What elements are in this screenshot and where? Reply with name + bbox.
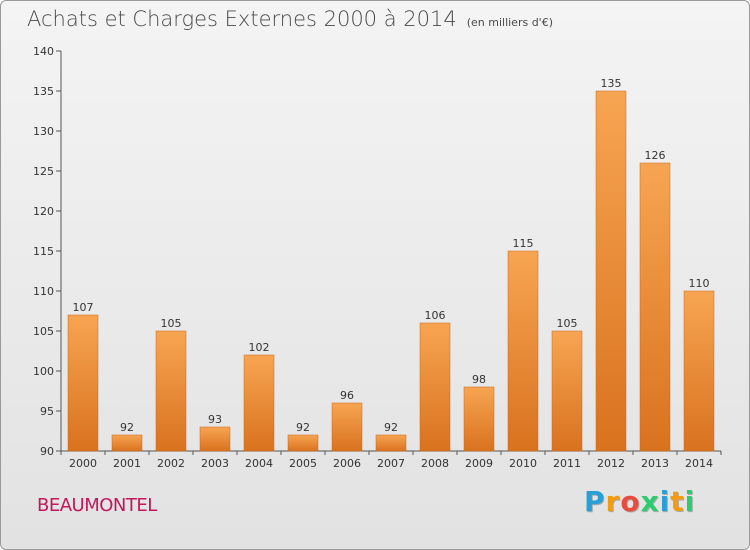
bar-2002	[155, 330, 187, 452]
data-label-2007: 92	[384, 421, 398, 434]
brand-letter: t	[670, 485, 685, 518]
data-label-2006: 96	[340, 389, 354, 402]
brand-letter: i	[684, 485, 696, 518]
y-tick-label: 90	[40, 445, 54, 458]
bar-2012	[595, 90, 627, 452]
bar-2000	[67, 314, 99, 452]
bar-2008	[419, 322, 451, 452]
x-tick-label-2003: 2003	[201, 457, 229, 470]
data-label-2002: 105	[161, 317, 182, 330]
data-label-2000: 107	[73, 301, 94, 314]
y-tick-label: 140	[33, 45, 54, 58]
x-tick-label-2007: 2007	[377, 457, 405, 470]
data-label-2009: 98	[472, 373, 486, 386]
bar-2006	[331, 402, 363, 452]
data-label-2001: 92	[120, 421, 134, 434]
data-labels: 107 92 105 93 102 92 96 92 106 98 115 105 135 126 110	[73, 77, 710, 434]
x-tick-label-2014: 2014	[685, 457, 713, 470]
y-tick-label: 105	[33, 325, 54, 338]
data-label-2005: 92	[296, 421, 310, 434]
x-tick-label-2001: 2001	[113, 457, 141, 470]
y-tick-label: 120	[33, 205, 54, 218]
y-tick-label: 100	[33, 365, 54, 378]
bar-2001	[111, 434, 143, 452]
y-tick-label: 115	[33, 245, 54, 258]
bar-2009	[463, 386, 495, 452]
y-tick-label: 135	[33, 85, 54, 98]
x-tick-label-2008: 2008	[421, 457, 449, 470]
x-tick-label-2004: 2004	[245, 457, 273, 470]
data-label-2014: 110	[689, 277, 710, 290]
proxiti-logo: Proxiti	[584, 485, 695, 518]
bar-2003	[199, 426, 231, 452]
brand-letter: i	[659, 485, 671, 518]
data-label-2013: 126	[645, 149, 666, 162]
x-tick-label-2013: 2013	[641, 457, 669, 470]
chart-subtitle: (en milliers d'€)	[466, 16, 553, 29]
bar-2014	[683, 290, 715, 452]
bar-2007	[375, 434, 407, 452]
axes: 90 95 100 105 110 115 120 125 130 135 140 2000 2001 2…	[33, 45, 722, 470]
y-tick-label: 110	[33, 285, 54, 298]
brand-letter: o	[620, 485, 641, 518]
chart-header: Achats et Charges Externes 2000 à 2014 (e…	[27, 7, 553, 31]
brand-letter: P	[584, 485, 606, 518]
chart-title: Achats et Charges Externes 2000 à 2014	[27, 7, 457, 31]
x-tick-label-2005: 2005	[289, 457, 317, 470]
data-label-2008: 106	[425, 309, 446, 322]
x-tick-label-2002: 2002	[157, 457, 185, 470]
y-tick-label: 95	[40, 405, 54, 418]
data-label-2012: 135	[601, 77, 622, 90]
commune-name: BEAUMONTEL	[37, 495, 157, 516]
data-label-2003: 93	[208, 413, 222, 426]
bars	[67, 90, 715, 452]
x-tick-label-2006: 2006	[333, 457, 361, 470]
x-tick-label-2012: 2012	[597, 457, 625, 470]
x-tick-label-2009: 2009	[465, 457, 493, 470]
x-tick-label-2010: 2010	[509, 457, 537, 470]
brand-letter: r	[605, 485, 621, 518]
data-label-2010: 115	[513, 237, 534, 250]
y-tick-label: 125	[33, 165, 54, 178]
bar-2011	[551, 330, 583, 452]
x-tick-label-2000: 2000	[69, 457, 97, 470]
data-label-2011: 105	[557, 317, 578, 330]
bar-2013	[639, 162, 671, 452]
y-tick-label: 130	[33, 125, 54, 138]
data-label-2004: 102	[249, 341, 270, 354]
bar-2010	[507, 250, 539, 452]
bar-2004	[243, 354, 275, 452]
x-tick-label-2011: 2011	[553, 457, 581, 470]
brand-letter: x	[640, 485, 660, 518]
bar-2005	[287, 434, 319, 452]
